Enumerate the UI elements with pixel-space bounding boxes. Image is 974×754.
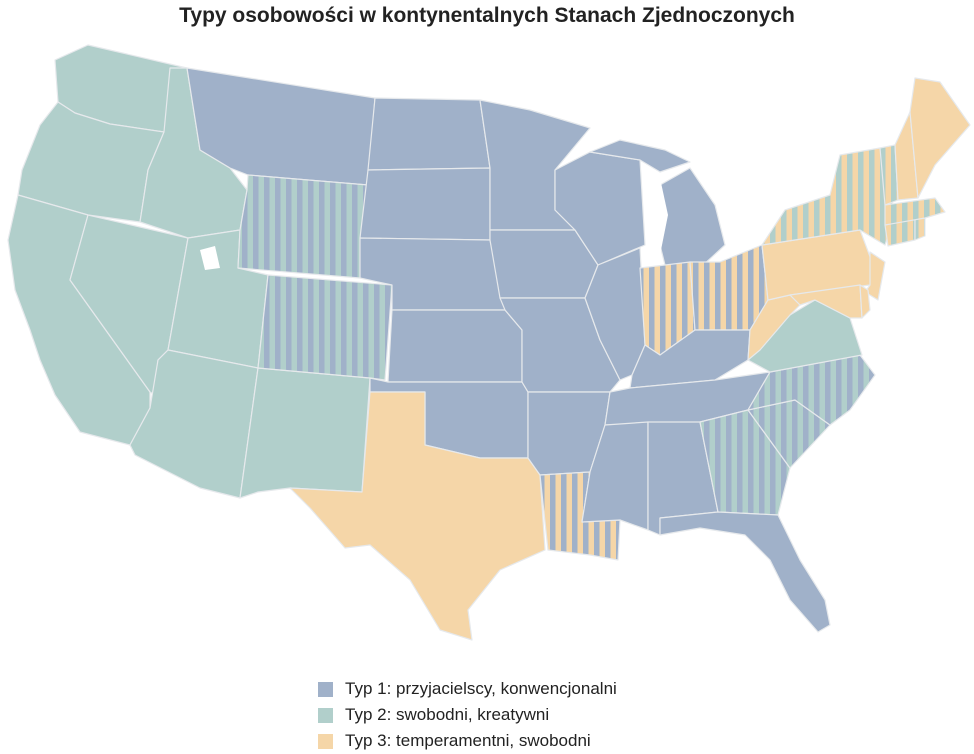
legend-swatch-type3 <box>318 733 333 749</box>
legend-swatch-type2 <box>318 707 333 723</box>
legend-swatch-type1 <box>318 681 333 697</box>
state-colorado <box>257 274 393 381</box>
lake-michigan <box>645 178 668 258</box>
state-rhode-island <box>914 217 926 241</box>
state-south-dakota <box>359 167 491 241</box>
state-new-york <box>761 147 896 246</box>
state-illinois <box>584 247 646 381</box>
legend-label-type1: Typ 1: przyjacielscy, konwencjonalni <box>345 679 617 698</box>
state-new-mexico <box>239 367 371 499</box>
state-north-carolina <box>747 354 876 426</box>
state-maine <box>909 77 971 199</box>
great-salt-lake <box>200 246 220 270</box>
legend: Typ 1: przyjacielscy, konwencjonalni Typ… <box>318 676 617 754</box>
state-florida <box>659 511 831 633</box>
legend-item-type2: Typ 2: swobodni, kreatywni <box>318 702 617 728</box>
state-new-jersey <box>864 251 886 301</box>
state-north-dakota <box>367 97 491 171</box>
legend-item-type3: Typ 3: temperamentni, swobodni <box>318 728 617 754</box>
state-texas <box>289 391 546 641</box>
state-delaware <box>859 284 871 319</box>
state-michigan-up <box>589 139 691 173</box>
state-wyoming <box>237 174 369 279</box>
legend-label-type2: Typ 2: swobodni, kreatywni <box>345 705 550 724</box>
legend-item-type1: Typ 1: przyjacielscy, konwencjonalni <box>318 676 617 702</box>
state-kansas <box>387 309 523 383</box>
state-georgia <box>699 409 791 516</box>
state-massachusetts <box>884 197 946 226</box>
map-title: Typy osobowości w kontynentalnych Stanac… <box>179 4 795 27</box>
legend-label-type3: Typ 3: temperamentni, swobodni <box>345 731 591 750</box>
